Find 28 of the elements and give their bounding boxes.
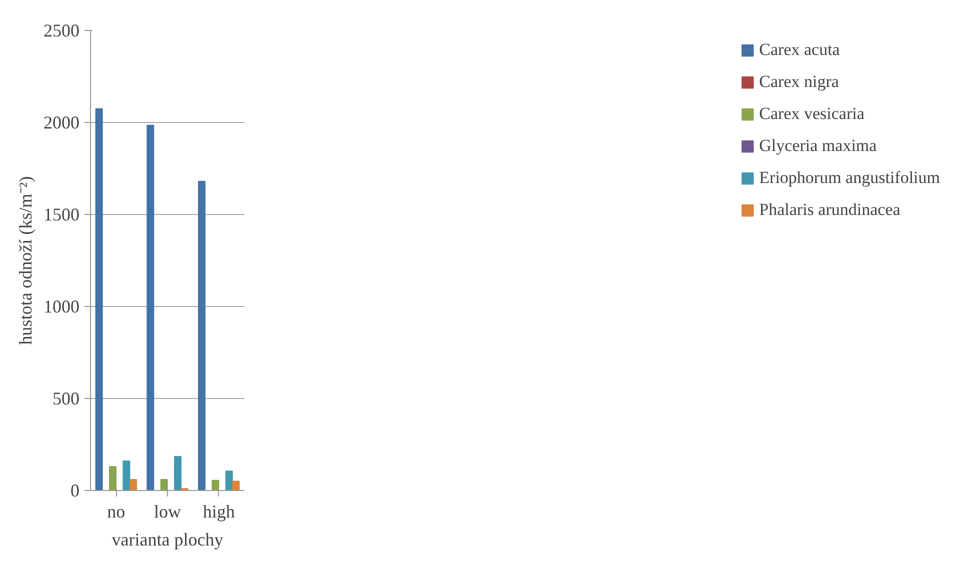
bar	[108, 466, 116, 490]
y-tick-label: 2000	[44, 112, 80, 132]
bar	[95, 108, 103, 490]
y-axis-title: hustota odnoží (ks/m⁻²)	[16, 176, 36, 345]
y-tick-label: 0	[70, 480, 80, 500]
legend-label: Phalaris arundinacea	[759, 200, 900, 220]
x-tick-label: no	[107, 502, 126, 522]
bar	[130, 478, 138, 490]
legend-label: Carex nigra	[759, 72, 839, 92]
legend-label: Eriophorum angustifolium	[759, 168, 940, 188]
y-tick-label: 1500	[44, 204, 80, 224]
bar	[225, 470, 233, 490]
y-tick-label: 500	[52, 388, 80, 408]
bar	[198, 180, 206, 490]
x-tick-label: low	[154, 502, 181, 522]
x-tick-label: high	[202, 502, 235, 522]
bar	[160, 478, 168, 490]
legend-label: Carex vesicaria	[759, 104, 864, 124]
y-tick-label: 1000	[44, 296, 80, 316]
bar	[146, 124, 154, 490]
bar	[212, 480, 220, 490]
y-tick-label: 2500	[44, 20, 80, 40]
bar	[174, 456, 182, 490]
legend-label: Glyceria maxima	[759, 136, 877, 156]
legend-label: Carex acuta	[759, 40, 840, 60]
x-axis-title: varianta plochy	[112, 530, 224, 550]
bar	[122, 460, 130, 490]
bar	[232, 480, 240, 490]
